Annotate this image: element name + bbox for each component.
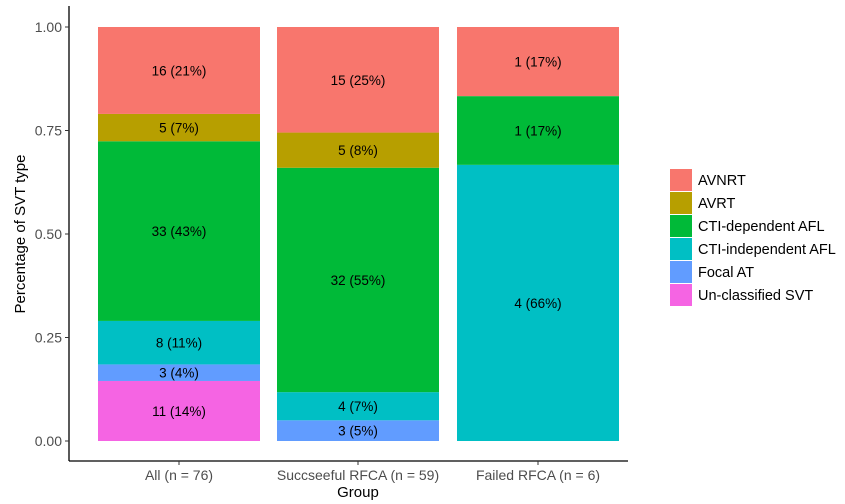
x-tick-label: Failed RFCA (n = 6) — [476, 467, 600, 483]
bar-segment-cti-dependent-afl-2 — [277, 167, 439, 393]
legend-label-cti-independent-afl: CTI-independent AFL — [698, 242, 836, 258]
bar-segment-focal-at-2 — [277, 420, 439, 441]
x-tick-label: All (n = 76) — [145, 467, 213, 483]
bar-segment-avnrt-3 — [457, 27, 619, 97]
bar-segment-cti-dependent-afl-1 — [98, 141, 260, 321]
bar-segment-avnrt-1 — [98, 27, 260, 114]
bar-segment-avrt-1 — [98, 113, 260, 142]
y-tick-label: 0.50 — [35, 226, 62, 242]
bar-label-cti-dependent-afl-1: 33 (43%) — [152, 224, 207, 239]
bar-segment-cti-dependent-afl-3 — [457, 96, 619, 165]
legend-label-avnrt: AVNRT — [698, 173, 746, 189]
y-axis-title: Percentage of SVT type — [12, 155, 29, 314]
bar-segment-un-classified-svt-1 — [98, 380, 260, 441]
y-tick-label: 1.00 — [35, 19, 62, 35]
bars-layer — [98, 27, 619, 441]
legend-label-un-classified-svt: Un-classified SVT — [698, 288, 813, 304]
bar-label-cti-independent-afl-3: 4 (66%) — [514, 296, 561, 311]
bar-label-avnrt-3: 1 (17%) — [514, 55, 561, 70]
bar-segment-avnrt-2 — [277, 27, 439, 133]
bar-segment-cti-independent-afl-1 — [98, 320, 260, 365]
legend-swatch-avrt — [670, 192, 692, 214]
bar-segment-cti-independent-afl-3 — [457, 164, 619, 441]
bar-label-cti-dependent-afl-3: 1 (17%) — [514, 124, 561, 139]
bar-label-avnrt-2: 15 (25%) — [331, 73, 386, 88]
bar-label-focal-at-2: 3 (5%) — [338, 424, 378, 439]
bar-label-cti-dependent-afl-2: 32 (55%) — [331, 273, 386, 288]
bar-label-cti-independent-afl-2: 4 (7%) — [338, 399, 378, 414]
bar-labels-layer: 11 (14%) 3 (4%) 8 (11%) 33 (43%) 5 (7%) 16 (2… — [152, 55, 562, 439]
legend-label-avrt: AVRT — [698, 196, 735, 212]
legend-swatch-cti-dependent-afl — [670, 215, 692, 237]
bar-label-avnrt-1: 16 (21%) — [152, 63, 207, 78]
bar-segment-focal-at-1 — [98, 364, 260, 381]
x-axis-title: Group — [337, 484, 379, 501]
axes-layer: 0.00 0.25 0.50 0.75 1.00 All (n = 76) Succseef… — [12, 6, 628, 501]
y-tick-label: 0.25 — [35, 330, 62, 346]
legend: AVNRT AVRT CTI-dependent AFL CTI-independen… — [670, 169, 836, 306]
bar-label-un-classified-svt-1: 11 (14%) — [152, 404, 206, 419]
legend-swatch-focal-at — [670, 261, 692, 283]
y-tick-label: 0.00 — [35, 433, 62, 449]
legend-swatch-cti-independent-afl — [670, 238, 692, 260]
bar-label-focal-at-1: 3 (4%) — [159, 366, 199, 381]
bar-label-avrt-2: 5 (8%) — [338, 143, 378, 158]
bar-segment-cti-independent-afl-2 — [277, 392, 439, 421]
legend-swatch-avnrt — [670, 169, 692, 191]
bar-label-cti-independent-afl-1: 8 (11%) — [156, 336, 202, 351]
x-tick-label: Succseeful RFCA (n = 59) — [277, 467, 439, 483]
bar-segment-avrt-2 — [277, 132, 439, 168]
legend-swatch-un-classified-svt — [670, 284, 692, 306]
y-tick-label: 0.75 — [35, 123, 62, 139]
bar-label-avrt-1: 5 (7%) — [159, 121, 199, 136]
legend-label-cti-dependent-afl: CTI-dependent AFL — [698, 219, 825, 235]
legend-label-focal-at: Focal AT — [698, 265, 754, 281]
